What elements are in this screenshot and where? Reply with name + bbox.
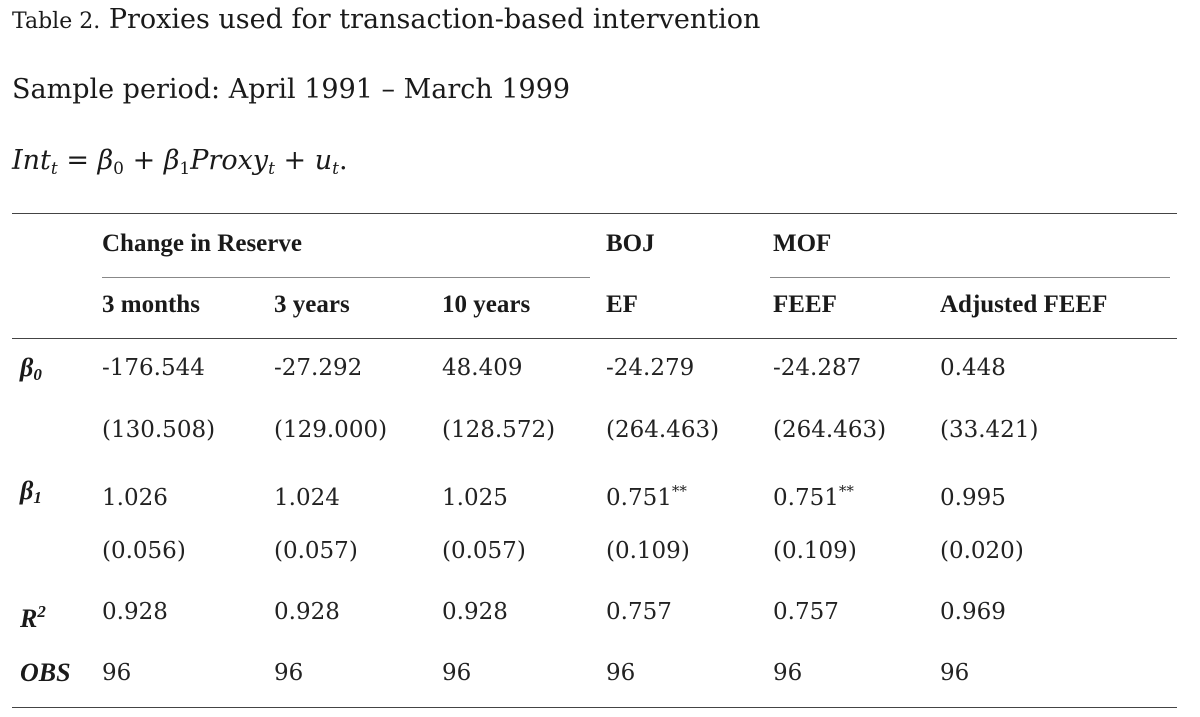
group-rule-reserve	[102, 277, 590, 278]
table-cell: 96	[940, 660, 970, 686]
table-cell: 96	[773, 660, 803, 686]
table-cell: 1.026	[102, 485, 168, 511]
significance-stars: **	[671, 482, 687, 500]
column-header: FEEF	[773, 291, 837, 318]
table-cell: 0.757	[606, 599, 672, 625]
column-header: 3 years	[274, 291, 350, 318]
table-cell: 0.448	[940, 355, 1006, 381]
regression-equation: Intt = β0 + β1Proxyt + ut.	[12, 145, 348, 179]
table-cell-se: (128.572)	[442, 417, 556, 443]
table-cell: -176.544	[102, 355, 205, 381]
table-cell: -24.279	[606, 355, 695, 381]
column-header: 10 years	[442, 291, 531, 318]
table-label: Table 2.	[12, 9, 101, 34]
table-cell: 0.995	[940, 485, 1006, 511]
table-cell: 0.969	[940, 599, 1006, 625]
table-cell: -27.292	[274, 355, 363, 381]
table-bottom-rule	[12, 707, 1177, 708]
header-bottom-rule	[12, 338, 1177, 339]
table-cell-se: (264.463)	[606, 417, 720, 443]
row-label-obs: OBS	[20, 658, 71, 687]
row-label-beta1: β1	[20, 476, 42, 507]
sample-period: Sample period: April 1991 – March 1999	[12, 74, 571, 105]
table-cell-se: (0.109)	[606, 538, 690, 564]
column-header: EF	[606, 291, 638, 318]
table-cell: 0.928	[442, 599, 508, 625]
table-title: Proxies used for transaction-based inter…	[108, 4, 761, 35]
table-caption: Table 2. Proxies used for transaction-ba…	[12, 4, 760, 38]
group-header-mof: MOF	[773, 230, 832, 257]
table-cell: 1.025	[442, 485, 508, 511]
table-cell-se: (33.421)	[940, 417, 1039, 443]
group-rule-mof	[770, 277, 1170, 278]
table-cell-se: (264.463)	[773, 417, 887, 443]
table-cell: 0.928	[274, 599, 340, 625]
table-cell: 96	[102, 660, 132, 686]
table-cell: 0.928	[102, 599, 168, 625]
table-cell: 0.751**	[773, 482, 854, 511]
table-cell-se: (130.508)	[102, 417, 216, 443]
row-label-beta0: β0	[20, 353, 42, 384]
table-cell: 0.757	[773, 599, 839, 625]
table-cell-se: (129.000)	[274, 417, 388, 443]
table-cell: 96	[606, 660, 636, 686]
table-cell: 96	[442, 660, 472, 686]
table-cell: 96	[274, 660, 304, 686]
group-header-change-in-reserve: Change in Reserve	[102, 230, 302, 257]
table-cell-se: (0.109)	[773, 538, 857, 564]
table-cell-se: (0.057)	[274, 538, 358, 564]
group-header-boj: BOJ	[606, 230, 655, 257]
table-cell: 0.751**	[606, 482, 687, 511]
table-cell: 1.024	[274, 485, 340, 511]
row-label-r-squared: R2	[20, 602, 46, 633]
table-cell-se: (0.056)	[102, 538, 186, 564]
significance-stars: **	[838, 482, 854, 500]
column-header: Adjusted FEEF	[940, 291, 1108, 318]
table-cell: 48.409	[442, 355, 523, 381]
table-cell-se: (0.020)	[940, 538, 1024, 564]
column-header: 3 months	[102, 291, 200, 318]
table-top-rule	[12, 213, 1177, 214]
table-cell: -24.287	[773, 355, 862, 381]
table-cell-se: (0.057)	[442, 538, 526, 564]
